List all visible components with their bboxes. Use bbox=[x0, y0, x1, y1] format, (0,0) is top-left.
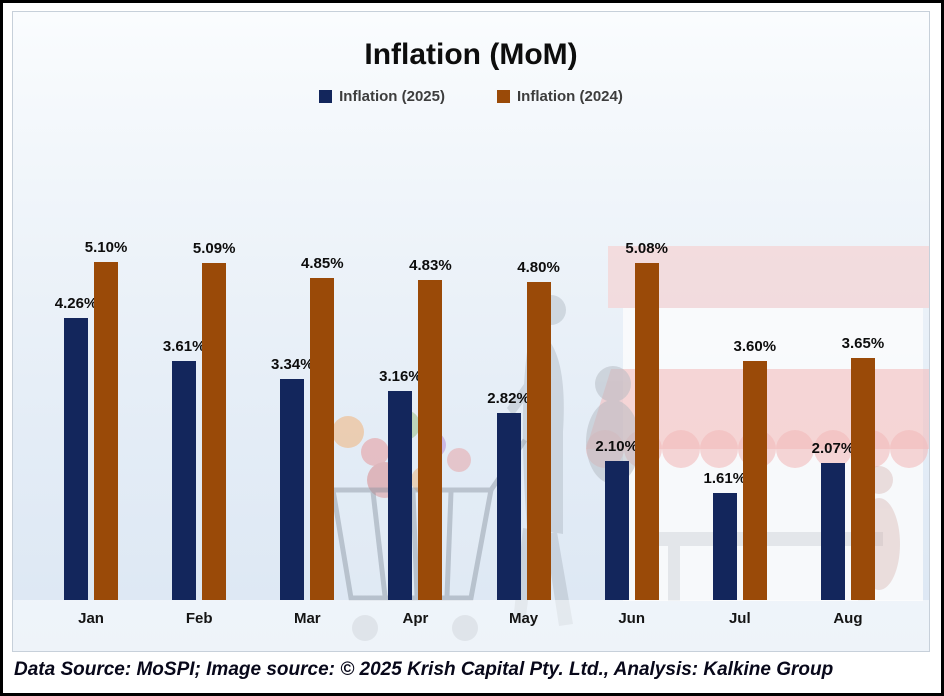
bar-2024-feb: 5.09% bbox=[193, 240, 235, 600]
value-label-2025-may: 2.82% bbox=[487, 390, 530, 407]
x-tick-jun: Jun bbox=[618, 610, 646, 627]
bar-2025-aug: 2.07% bbox=[812, 440, 854, 600]
x-tick-feb: Feb bbox=[185, 610, 213, 627]
value-label-2024-aug: 3.65% bbox=[841, 335, 885, 352]
bar-2025-may: 2.82% bbox=[487, 390, 530, 600]
value-label-2025-jul: 1.61% bbox=[703, 470, 747, 488]
bar-2024-apr: 4.83% bbox=[409, 257, 452, 600]
bar-2024-aug: 3.65% bbox=[842, 335, 884, 600]
value-label-2025-apr: 3.16% bbox=[379, 367, 422, 385]
bar-group-apr: 3.16% 4.83% bbox=[361, 257, 469, 600]
bar-2024-may: 4.80% bbox=[517, 259, 560, 600]
x-tick-mar: Mar bbox=[293, 610, 321, 627]
chart-title: Inflation (MoM) bbox=[364, 38, 578, 71]
bar-2024-jun: 5.08% bbox=[625, 240, 668, 600]
x-tick-jul: Jul bbox=[728, 610, 751, 627]
bar-2025-apr: 3.16% bbox=[379, 368, 422, 600]
bar-group-may: 2.82% 4.80% bbox=[470, 259, 578, 600]
legend-swatch-2024-icon bbox=[497, 90, 510, 103]
bar-2025-mar: 3.34% bbox=[271, 356, 314, 600]
month-axis: Jan Feb Mar Apr May Jun Jul Aug bbox=[13, 600, 929, 651]
bar-2025-jul: 1.61% bbox=[704, 470, 746, 600]
legend: Inflation (2025) Inflation (2024) bbox=[13, 88, 929, 105]
bar-2024-mar: 4.85% bbox=[301, 255, 344, 600]
bar-2025-jun: 2.10% bbox=[595, 438, 638, 600]
bar-group-feb: 3.61% 5.09% bbox=[145, 240, 253, 600]
value-label-2024-apr: 4.83% bbox=[409, 256, 452, 274]
value-label-2025-jun: 2.10% bbox=[595, 437, 638, 455]
bar-group-mar: 3.34% 4.85% bbox=[253, 255, 361, 600]
value-label-2025-aug: 2.07% bbox=[811, 439, 855, 457]
x-tick-may: May bbox=[508, 610, 539, 627]
footer-credit: Data Source: MoSPI; Image source: © 2025… bbox=[14, 658, 834, 680]
value-label-2024-jul: 3.60% bbox=[733, 338, 777, 356]
bar-2025-feb: 3.61% bbox=[163, 338, 205, 600]
value-label-2025-mar: 3.34% bbox=[271, 355, 314, 373]
bar-2025-jan: 4.26% bbox=[55, 295, 97, 600]
legend-swatch-2025-icon bbox=[319, 90, 333, 103]
bar-group-jul: 1.61% 3.60% bbox=[686, 338, 794, 600]
legend-label-2024: Inflation (2024) bbox=[517, 88, 623, 105]
bar-group-jan: 4.26% 5.10% bbox=[37, 239, 145, 600]
value-label-2024-may: 4.80% bbox=[517, 258, 560, 276]
value-label-2025-feb: 3.61% bbox=[162, 337, 206, 355]
value-label-2024-jan: 5.10% bbox=[84, 238, 128, 256]
value-label-2024-feb: 5.09% bbox=[192, 239, 236, 257]
legend-item-2025: Inflation (2025) bbox=[319, 88, 445, 105]
bar-2024-jul: 3.60% bbox=[734, 338, 776, 600]
bar-2024-jan: 5.10% bbox=[85, 239, 127, 600]
legend-item-2024: Inflation (2024) bbox=[497, 88, 623, 105]
x-tick-jan: Jan bbox=[78, 610, 104, 627]
bar-group-aug: 2.07% 3.65% bbox=[794, 335, 902, 600]
x-tick-aug: Aug bbox=[833, 610, 863, 627]
value-label-2024-mar: 4.85% bbox=[301, 255, 344, 273]
value-label-2024-jun: 5.08% bbox=[625, 240, 668, 258]
value-label-2025-jan: 4.26% bbox=[54, 294, 98, 312]
legend-label-2025: Inflation (2025) bbox=[339, 88, 445, 105]
bar-group-jun: 2.10% 5.08% bbox=[578, 240, 686, 600]
chart-card: Inflation (MoM) Inflation (2025) Inflati… bbox=[12, 11, 930, 652]
bar-plot-area: 4.26% 5.10% 3.61% 5.09% 3.34% 4.85% 3.16% 4.83%… bbox=[13, 180, 929, 600]
x-tick-apr: Apr bbox=[402, 610, 429, 627]
